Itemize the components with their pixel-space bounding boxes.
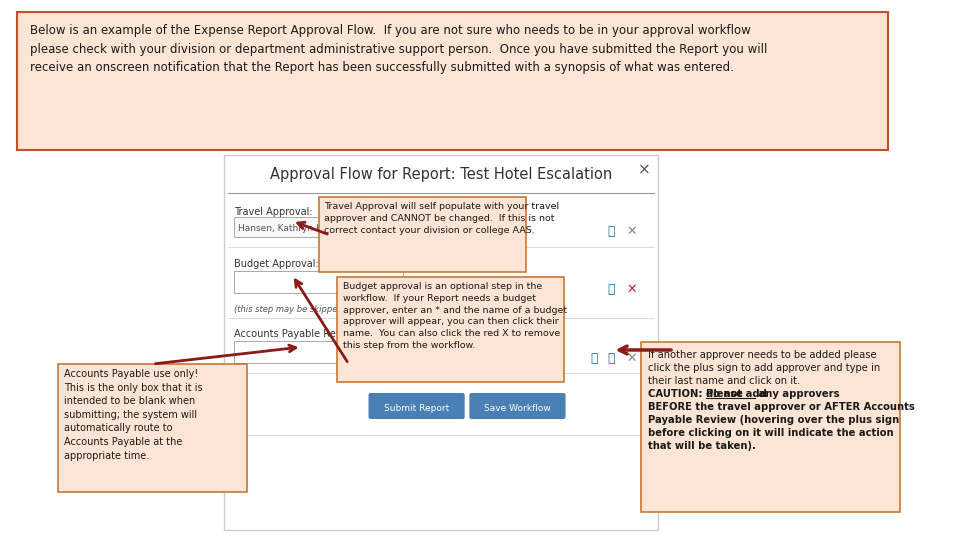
Text: do not add: do not add bbox=[706, 389, 767, 399]
Text: Submit Report: Submit Report bbox=[384, 404, 449, 413]
Text: Hansen, Kathryn K.: Hansen, Kathryn K. bbox=[238, 224, 325, 233]
FancyBboxPatch shape bbox=[469, 393, 565, 419]
Text: BEFORE the travel approver or AFTER Accounts: BEFORE the travel approver or AFTER Acco… bbox=[647, 402, 914, 412]
Text: ✕: ✕ bbox=[626, 283, 636, 296]
Text: Travel Approval:: Travel Approval: bbox=[233, 207, 312, 217]
Text: Budget approval is an optional step in the
workflow.  If your Report needs a bud: Budget approval is an optional step in t… bbox=[343, 282, 567, 350]
FancyBboxPatch shape bbox=[59, 364, 247, 492]
Text: Payable Review (hovering over the plus sign: Payable Review (hovering over the plus s… bbox=[647, 415, 899, 425]
Text: Save Workflow: Save Workflow bbox=[484, 404, 551, 413]
Text: Budget Approval:: Budget Approval: bbox=[233, 259, 319, 269]
Text: ✕: ✕ bbox=[626, 225, 636, 238]
Text: Travel Approval will self populate with your travel
approver and CANNOT be chang: Travel Approval will self populate with … bbox=[324, 202, 560, 234]
Text: (this step may be skipped): (this step may be skipped) bbox=[233, 305, 346, 314]
Text: Approval Flow for Report: Test Hotel Escalation: Approval Flow for Report: Test Hotel Esc… bbox=[270, 167, 612, 182]
FancyBboxPatch shape bbox=[225, 155, 658, 530]
Text: click the plus sign to add approver and type in: click the plus sign to add approver and … bbox=[647, 363, 879, 373]
Text: Accounts Payable Review:: Accounts Payable Review: bbox=[233, 329, 361, 339]
FancyBboxPatch shape bbox=[337, 277, 564, 382]
FancyBboxPatch shape bbox=[17, 12, 888, 150]
Text: their last name and click on it.: their last name and click on it. bbox=[647, 376, 800, 386]
Text: ➕: ➕ bbox=[607, 283, 614, 296]
Text: ✕: ✕ bbox=[626, 352, 636, 365]
FancyBboxPatch shape bbox=[641, 342, 900, 512]
Text: If another approver needs to be added please: If another approver needs to be added pl… bbox=[647, 350, 876, 360]
Text: Accounts Payable use only!
This is the only box that it is
intended to be blank : Accounts Payable use only! This is the o… bbox=[64, 369, 203, 461]
FancyBboxPatch shape bbox=[369, 393, 465, 419]
Text: ➕: ➕ bbox=[607, 225, 614, 238]
Text: Below is an example of the Expense Report Approval Flow.  If you are not sure wh: Below is an example of the Expense Repor… bbox=[30, 24, 768, 74]
FancyBboxPatch shape bbox=[233, 217, 403, 237]
Text: before clicking on it will indicate the action: before clicking on it will indicate the … bbox=[647, 428, 893, 438]
Text: ➕: ➕ bbox=[607, 352, 614, 365]
Text: that will be taken).: that will be taken). bbox=[647, 441, 756, 451]
Text: any approvers: any approvers bbox=[755, 389, 839, 399]
FancyBboxPatch shape bbox=[233, 341, 497, 363]
FancyBboxPatch shape bbox=[319, 197, 526, 272]
FancyBboxPatch shape bbox=[233, 271, 403, 293]
Text: CAUTION: Please: CAUTION: Please bbox=[647, 389, 746, 399]
Text: ➕: ➕ bbox=[590, 352, 597, 365]
Text: ×: × bbox=[637, 163, 650, 178]
